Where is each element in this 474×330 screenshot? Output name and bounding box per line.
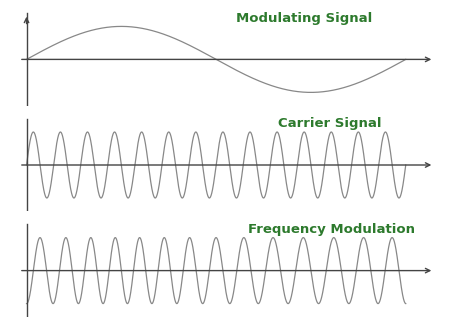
Text: Frequency Modulation: Frequency Modulation — [248, 223, 415, 236]
Text: Modulating Signal: Modulating Signal — [236, 12, 372, 24]
Text: Carrier Signal: Carrier Signal — [278, 117, 381, 130]
